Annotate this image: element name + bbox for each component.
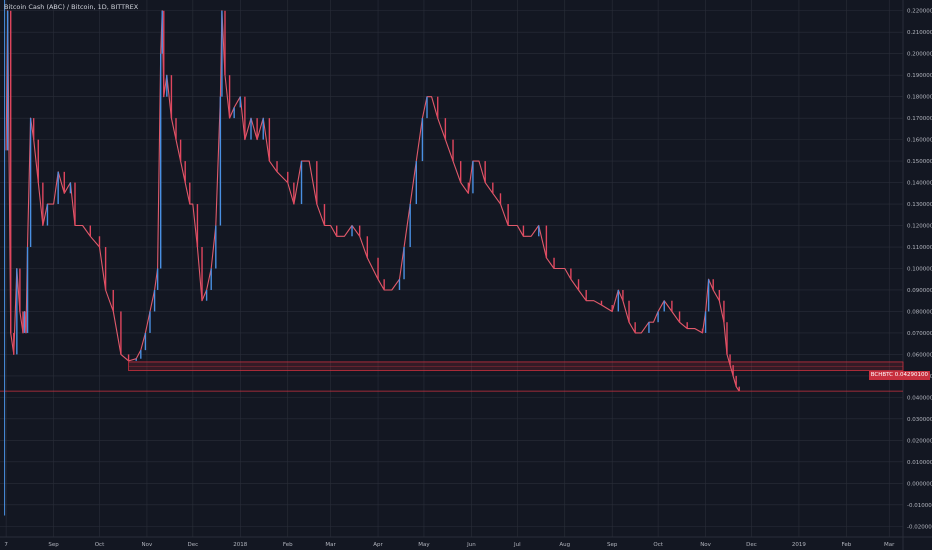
x-tick-label: Nov — [700, 542, 711, 548]
y-tick-label: -0.01000000 — [907, 503, 932, 509]
chart-legend: Bitcoin Cash (ABC) / Bitcoin, 1D, BITTRE… — [4, 3, 139, 11]
y-tick-label: 0.03000000 — [907, 417, 932, 423]
y-axis[interactable]: 0.22000000 0.21000000 0.20000000 0.19000000… — [907, 9, 932, 531]
x-tick-label: Aug — [559, 542, 570, 548]
x-tick-label: Jun — [466, 542, 476, 548]
y-tick-label: 0.22000000 — [907, 9, 932, 15]
x-tick-label: Mar — [325, 542, 336, 548]
series-layer — [4, 0, 740, 516]
y-tick-label: 0.09000000 — [907, 288, 932, 294]
x-tick-label: Dec — [188, 542, 199, 548]
current-price-tag: BCHBTC 0.04290100 — [868, 371, 930, 380]
y-tick-label: 0.16000000 — [907, 138, 932, 144]
support-zone-layer — [0, 361, 904, 392]
x-tick-label: Dec — [746, 542, 757, 548]
x-tick-label: Nov — [142, 542, 153, 548]
x-tick-label: Apr — [373, 542, 383, 548]
y-tick-label: 0.07000000 — [907, 331, 932, 337]
x-axis[interactable]: 7 Sep Oct Nov Dec 2018 Feb Mar Apr May Jun Jul Aug Se… — [4, 542, 895, 548]
x-tick-label: Feb — [283, 542, 293, 548]
y-tick-label: 0.01000000 — [907, 460, 932, 466]
y-tick-label: 0.00000000 — [907, 481, 932, 487]
x-tick-label: 2018 — [233, 542, 247, 548]
y-tick-label: 0.13000000 — [907, 202, 932, 208]
y-tick-label: 0.08000000 — [907, 309, 932, 315]
y-tick-label: 0.11000000 — [907, 245, 932, 251]
y-tick-label: 0.18000000 — [907, 95, 932, 101]
y-tick-label: 0.02000000 — [907, 438, 932, 444]
y-tick-label: 0.04000000 — [907, 395, 932, 401]
x-tick-label: Feb — [841, 542, 851, 548]
y-tick-label: 0.12000000 — [907, 224, 932, 230]
x-tick-label: Oct — [95, 542, 105, 548]
y-tick-label: 0.19000000 — [907, 73, 932, 79]
x-tick-label: Jul — [513, 542, 521, 548]
y-tick-label: 0.20000000 — [907, 52, 932, 58]
price-line — [5, 10, 740, 392]
price-tag-value: 0.04290100 — [894, 372, 928, 378]
x-tick-label: 7 — [4, 542, 8, 548]
x-tick-label: Sep — [48, 542, 59, 548]
x-tick-label: Sep — [607, 542, 618, 548]
price-tag-symbol: BCHBTC — [870, 372, 893, 378]
x-tick-label: May — [418, 542, 430, 548]
x-tick-label: Oct — [653, 542, 663, 548]
y-tick-label: 0.17000000 — [907, 116, 932, 122]
y-tick-label: 0.06000000 — [907, 352, 932, 358]
y-tick-label: 0.15000000 — [907, 159, 932, 165]
y-tick-label: 0.10000000 — [907, 267, 932, 273]
x-tick-label: Mar — [884, 542, 895, 548]
x-tick-label: 2019 — [792, 542, 806, 548]
y-tick-label: 0.14000000 — [907, 181, 932, 187]
y-tick-label: -0.02000000 — [907, 524, 932, 530]
y-tick-label: 0.21000000 — [907, 30, 932, 36]
